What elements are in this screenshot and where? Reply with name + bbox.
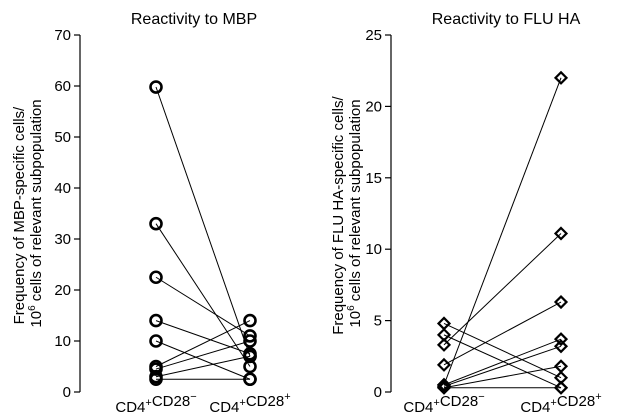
pair-line-mbp-1 (155, 223, 251, 367)
pair-line-mbp-2 (155, 276, 251, 337)
y-tick-label-mbp: 0 (63, 384, 71, 401)
chart-title-mbp: Reactivity to MBP (131, 11, 257, 28)
pair-line-mbp-7 (155, 355, 251, 378)
pair-line-mbp-3 (155, 320, 251, 355)
y-tick-label-flu-ha: 20 (365, 98, 382, 115)
y-tick-label-flu-ha: 25 (365, 27, 382, 44)
marker-flu-ha-cd28neg-3 (436, 357, 452, 372)
y-axis-label-mbp: Frequency of MBP-specific cells/ 106 cel… (11, 99, 45, 327)
y-axis-label-line1-mbp: Frequency of MBP-specific cells/ (11, 106, 28, 324)
y-tick-label-mbp: 20 (54, 282, 71, 299)
y-tick-label-flu-ha: 10 (365, 241, 382, 258)
pair-line-flu-ha-4 (443, 77, 562, 386)
marker-flu-ha-cd28pos-5 (553, 332, 569, 347)
y-tick-label-mbp: 50 (54, 129, 71, 146)
x-category-label-mbp-1: CD4+CD28+ (209, 391, 290, 415)
pair-line-flu-ha-3 (443, 301, 562, 366)
y-axis-label-line2-flu-ha: 106 cells of relevant subpopulation (346, 99, 364, 327)
marker-flu-ha-cd28pos-8 (553, 380, 569, 395)
y-tick-label-mbp: 40 (54, 180, 71, 197)
pair-line-flu-ha-7 (443, 365, 562, 389)
pair-line-flu-ha-1 (443, 334, 562, 389)
y-axis-label-flu-ha: Frequency of FLU HA-specific cells/ 106 … (330, 92, 364, 335)
pair-line-flu-ha-5 (443, 338, 562, 386)
y-tick-label-mbp: 10 (54, 333, 71, 350)
panel-flu-ha: Reactivity to FLU HA Frequency of FLU HA… (330, 11, 602, 415)
marker-flu-ha-cd28pos-4 (553, 70, 569, 85)
marker-flu-ha-cd28pos-3 (553, 294, 569, 310)
marker-mbp-cd28neg-2 (149, 270, 163, 285)
marker-flu-ha-cd28pos-7 (553, 359, 569, 374)
y-tick-label-flu-ha: 15 (365, 170, 382, 187)
y-tick-label-mbp: 70 (54, 27, 71, 44)
marker-mbp-cd28neg-1 (149, 216, 163, 231)
marker-mbp-cd28neg-0 (149, 80, 163, 94)
pair-line-mbp-0 (155, 86, 251, 357)
pair-line-mbp-6 (155, 340, 251, 370)
pair-line-mbp-5 (155, 320, 251, 367)
y-tick-label-mbp: 60 (54, 78, 71, 95)
marker-mbp-cd28neg-3 (149, 313, 163, 328)
y-tick-label-flu-ha: 0 (374, 384, 382, 401)
marker-mbp-cd28pos-2 (243, 329, 257, 343)
panel-mbp: Reactivity to MBP Frequency of MBP-speci… (11, 11, 291, 415)
marker-flu-ha-cd28neg-8 (436, 380, 452, 395)
pair-line-flu-ha-6 (443, 345, 562, 387)
chart-title-flu-ha: Reactivity to FLU HA (432, 11, 581, 28)
marker-mbp-cd28pos-5 (243, 313, 257, 328)
marker-mbp-cd28neg-4 (149, 334, 163, 348)
pair-line-mbp-4 (155, 340, 251, 380)
marker-mbp-cd28pos-7 (243, 349, 257, 364)
marker-flu-ha-cd28pos-2 (553, 226, 569, 241)
pair-line-flu-ha-2 (443, 233, 562, 346)
marker-mbp-cd28pos-6 (243, 334, 257, 348)
y-axis-label-line1-flu-ha: Frequency of FLU HA-specific cells/ (330, 96, 347, 335)
marker-mbp-cd28pos-8 (243, 372, 257, 387)
x-category-label-flu-ha-1: CD4+CD28+ (520, 391, 601, 415)
x-category-label-flu-ha-0: CD4+CD28− (403, 391, 484, 415)
marker-flu-ha-cd28pos-6 (553, 339, 569, 354)
marker-flu-ha-cd28neg-2 (436, 337, 452, 352)
y-axis-label-line2-mbp: 106 cells of relevant subpopulation (27, 99, 45, 327)
marker-mbp-cd28neg-8 (149, 372, 163, 387)
y-tick-label-flu-ha: 5 (374, 313, 382, 330)
y-tick-label-mbp: 30 (54, 231, 71, 248)
x-category-label-mbp-0: CD4+CD28− (115, 391, 196, 415)
